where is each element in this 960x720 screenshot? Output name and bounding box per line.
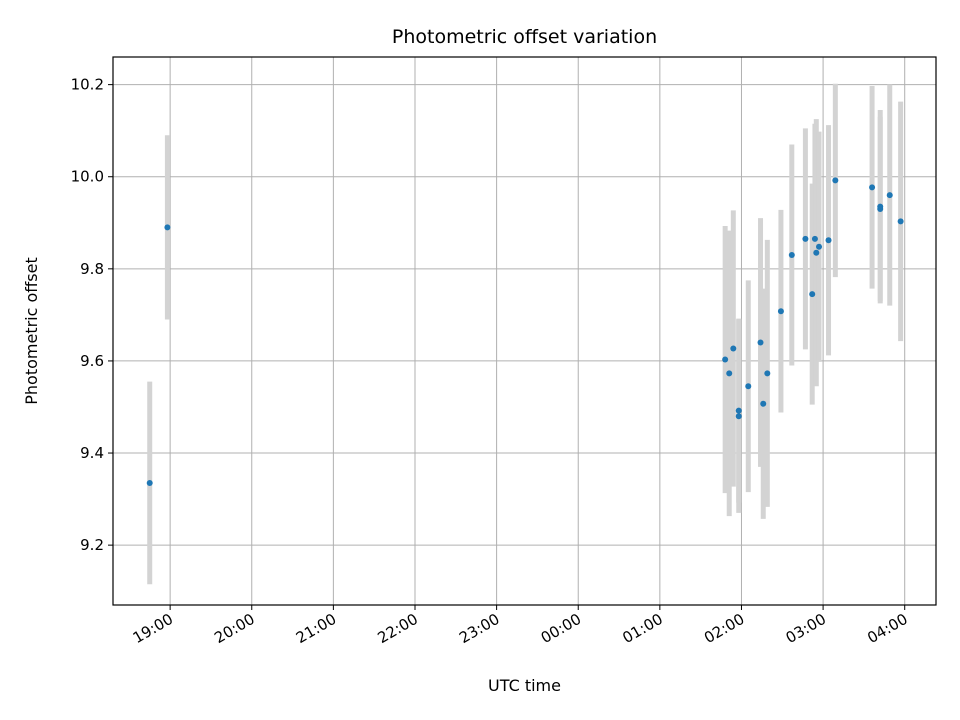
- y-axis-title: Photometric offset: [22, 257, 41, 405]
- data-point: [877, 205, 884, 212]
- x-axis-title: UTC time: [488, 676, 561, 695]
- data-point: [869, 184, 876, 191]
- data-point: [809, 291, 816, 298]
- data-point: [816, 243, 823, 250]
- data-point: [730, 345, 737, 352]
- data-point: [813, 249, 820, 256]
- y-tick-label: 10.2: [71, 76, 104, 94]
- data-point: [146, 479, 153, 486]
- plot-frame: [112, 56, 937, 606]
- y-tick-label: 9.6: [80, 352, 104, 370]
- data-point: [886, 192, 893, 199]
- y-tick-label: 9.8: [80, 260, 104, 278]
- data-point: [164, 224, 171, 231]
- chart-title: Photometric offset variation: [392, 26, 657, 48]
- data-point: [745, 383, 752, 390]
- data-point: [735, 413, 742, 420]
- data-point: [832, 177, 839, 184]
- data-point: [735, 407, 742, 414]
- data-point: [825, 237, 832, 244]
- data-point: [811, 235, 818, 242]
- grid: [113, 57, 936, 605]
- y-axis: 9.2 9.4 9.6 9.8 10.0 10.2: [71, 76, 113, 554]
- data-point: [802, 235, 809, 242]
- data-point: [897, 218, 904, 225]
- data-points: [146, 177, 904, 486]
- data-point: [777, 308, 784, 315]
- y-tick-label: 10.0: [71, 168, 104, 186]
- data-point: [757, 339, 764, 346]
- data-point: [726, 370, 733, 377]
- data-point: [764, 370, 771, 377]
- data-point: [788, 252, 795, 259]
- y-tick-label: 9.2: [80, 536, 104, 554]
- data-point: [722, 356, 729, 363]
- data-point: [760, 400, 767, 407]
- y-tick-label: 9.4: [80, 444, 104, 462]
